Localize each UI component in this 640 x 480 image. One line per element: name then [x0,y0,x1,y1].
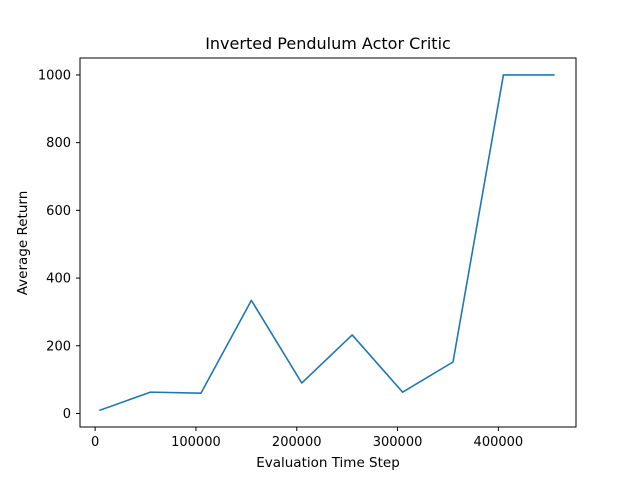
x-tick-label: 200000 [272,435,322,450]
data-point [99,409,101,411]
y-tick-label: 600 [46,204,71,219]
x-tick-label: 400000 [474,435,524,450]
chart-title: Inverted Pendulum Actor Critic [205,34,451,53]
x-tick-label: 0 [91,435,99,450]
x-tick-label: 300000 [373,435,423,450]
data-point [351,334,353,336]
y-axis-label: Average Return [15,191,31,296]
data-point [452,361,454,363]
data-point [251,300,253,302]
data-point [200,392,202,394]
y-tick-label: 200 [46,339,71,354]
data-point [301,382,303,384]
y-tick-label: 0 [63,407,71,422]
axes-frame [79,57,577,428]
y-tick-label: 1000 [38,68,71,83]
y-tick-label: 400 [46,272,71,287]
data-point [553,74,555,76]
y-tick-label: 800 [46,136,71,151]
data-point [503,74,505,76]
x-axis-label: Evaluation Time Step [256,455,400,471]
series-line [99,74,555,412]
x-tick-label: 100000 [171,435,221,450]
data-point [150,391,152,393]
plot-area: 0 100000 200000 300000 400000 0 200 400 600 800 10… [38,68,555,450]
data-point [402,391,404,393]
